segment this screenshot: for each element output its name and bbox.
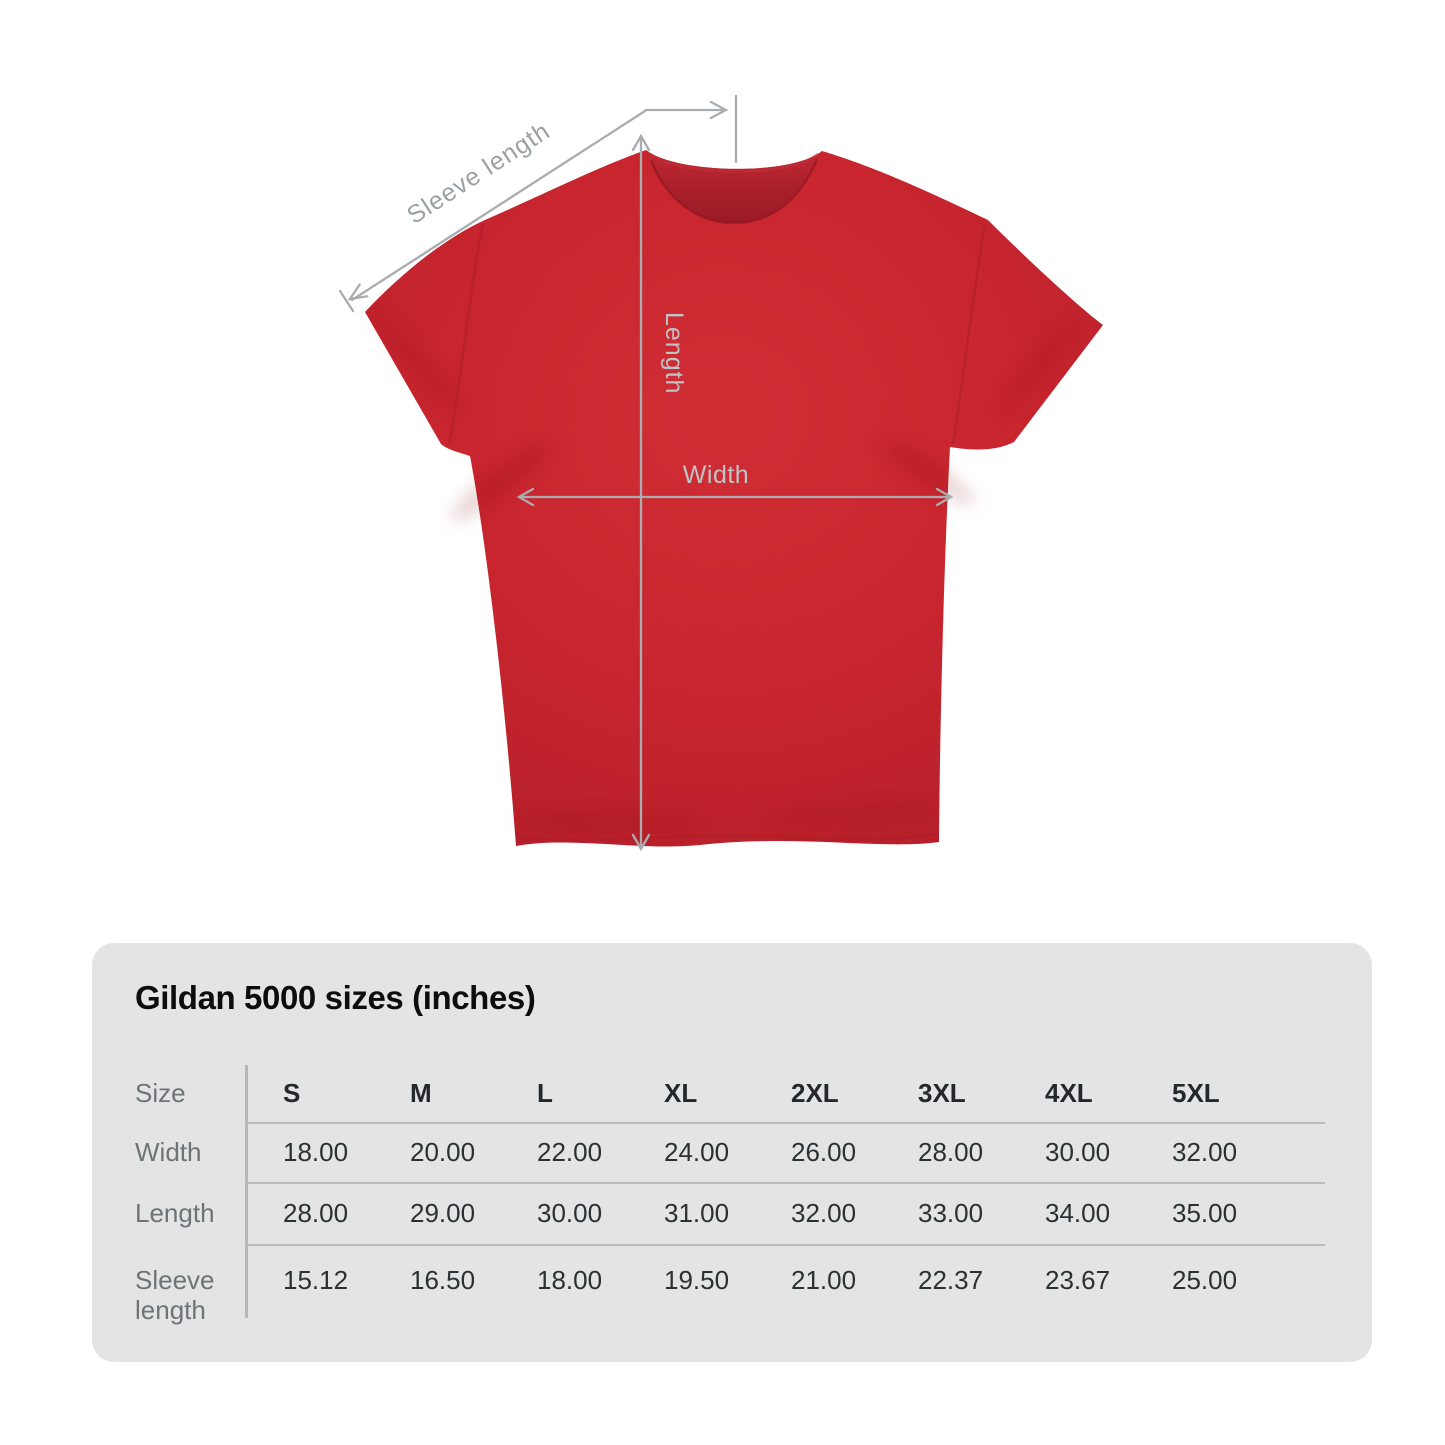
arrow-up-icon [631,133,651,152]
col-header-4xl: 4XL [1045,1077,1093,1108]
cell: 25.00 [1172,1265,1238,1295]
col-header-2xl: 2XL [791,1077,839,1108]
cell: 24.00 [664,1137,730,1167]
length-label: Length [660,312,688,394]
size-table: Size S M L XL 2XL 3XL 4XL 5XL Width 18.0… [135,1063,1325,1325]
cell: 19.50 [664,1265,730,1295]
sleeve-end-tick [338,289,355,313]
table-row-width: Width 18.00 20.00 22.00 24.00 26.00 28.0… [135,1122,1325,1182]
hem-shadow [519,832,937,842]
cell: 28.00 [918,1137,984,1167]
cell: 18.00 [283,1137,349,1167]
cell: 30.00 [1045,1137,1111,1167]
col-header-3xl: 3XL [918,1077,966,1108]
cell: 35.00 [1172,1198,1238,1228]
cell: 22.37 [918,1265,984,1295]
right-sleeve-seam [951,223,987,445]
col-header-5xl: 5XL [1172,1077,1220,1108]
cell: 31.00 [664,1198,730,1228]
cell: 33.00 [918,1198,984,1228]
cell: 29.00 [410,1198,476,1228]
cell: 16.50 [410,1265,476,1295]
cell: 15.12 [283,1265,349,1295]
collar-rib-highlight [649,152,819,173]
table-header-row: Size S M L XL 2XL 3XL 4XL 5XL [135,1063,1325,1122]
arrow-down-icon [631,833,651,852]
size-chart-title: Gildan 5000 sizes (inches) [135,979,536,1016]
cell: 26.00 [791,1137,857,1167]
col-header-m: M [410,1077,432,1108]
width-label: Width [683,461,749,489]
table-vertical-divider [245,1065,248,1318]
fabric-wrinkles [375,315,1075,832]
measurement-lines [338,94,954,852]
tshirt-body [365,150,1103,847]
size-chart-panel: Gildan 5000 sizes (inches) Size S M L XL… [92,943,1372,1362]
cell: 34.00 [1045,1198,1111,1228]
tshirt-illustration [365,150,1103,847]
collar-seam [649,158,819,225]
cell: 21.00 [791,1265,857,1295]
cell: 32.00 [791,1198,857,1228]
arrow-down-left-icon [347,283,369,301]
cell: 23.67 [1045,1265,1111,1295]
size-header-label: Size [135,1077,186,1108]
col-header-s: S [283,1077,301,1108]
left-sleeve-seam [447,222,485,444]
cell: 30.00 [537,1198,603,1228]
row-label: Sleeve length [135,1265,215,1325]
table-row-sleeve-length: Sleeve length 15.12 16.50 18.00 19.50 21… [135,1244,1325,1325]
arrow-right2-icon [935,487,954,507]
cell: 28.00 [283,1198,349,1228]
cell: 32.00 [1172,1137,1238,1167]
sleeve-length-line [350,109,647,302]
arrow-left-icon [516,487,535,507]
arrow-right-icon [709,100,729,120]
col-header-xl: XL [664,1077,698,1108]
cell: 20.00 [410,1137,476,1167]
col-header-l: L [537,1077,553,1108]
table-row-length: Length 28.00 29.00 30.00 31.00 32.00 33.… [135,1182,1325,1244]
row-label: Width [135,1137,202,1167]
cell: 22.00 [537,1137,603,1167]
row-label: Length [135,1198,215,1228]
cell: 18.00 [537,1265,603,1295]
